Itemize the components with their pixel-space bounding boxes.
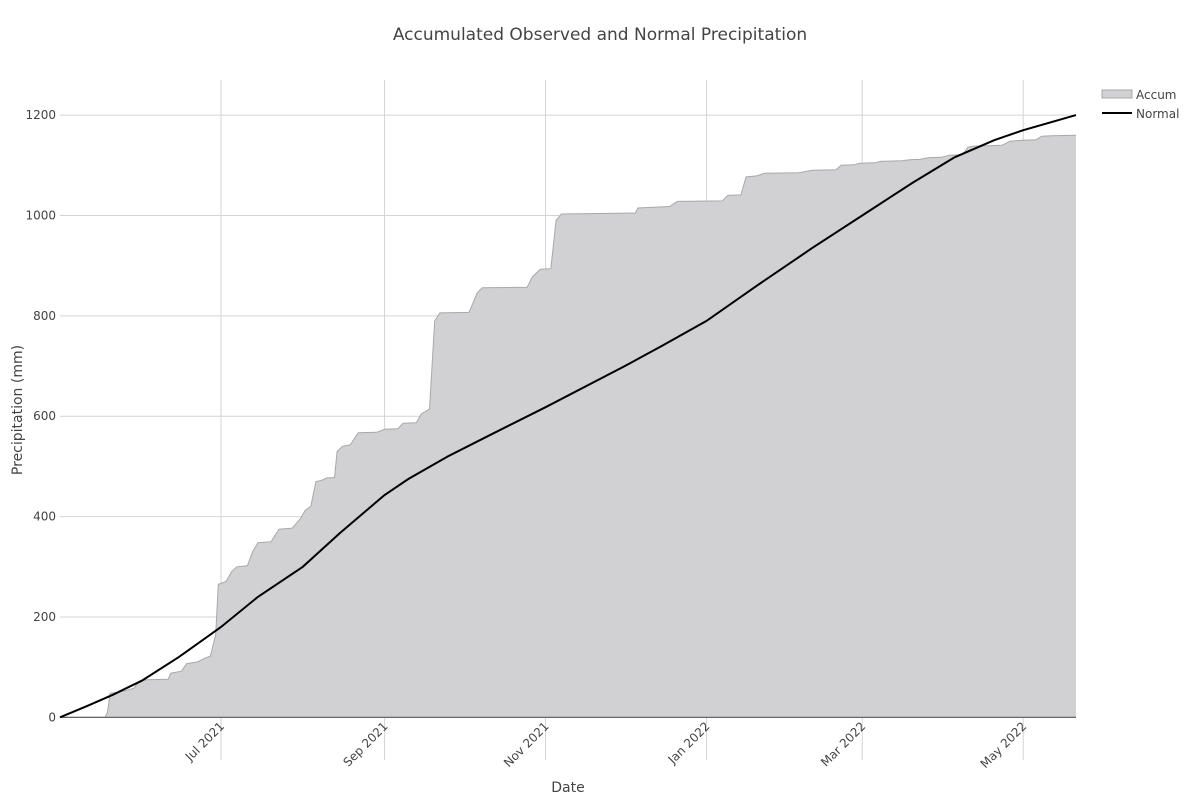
- x-tick-label: Sep 2021: [341, 719, 391, 769]
- y-tick-label: 0: [48, 710, 56, 724]
- accum-area-layer: [60, 134, 1077, 718]
- y-tick-labels: 0 200 400 600 800 1000 1200: [25, 108, 56, 724]
- normal-series-line: [59, 114, 1077, 719]
- x-axis-title: Date: [551, 780, 584, 796]
- y-tick-label: 600: [33, 409, 56, 423]
- y-tick-label: 200: [33, 610, 56, 624]
- y-tick-label: 400: [33, 510, 56, 524]
- y-axis-title: Precipitation (mm): [10, 345, 26, 475]
- x-tick-label: Nov 2021: [501, 719, 552, 770]
- legend-item-accum[interactable]: Accum: [1101, 88, 1177, 102]
- legend-accum-swatch: [1101, 89, 1133, 99]
- x-tick-labels: Jul 2021 Sep 2021 Nov 2021 Jan 2022 Mar 2022…: [182, 719, 1029, 771]
- accum-series-outline: [60, 134, 1077, 718]
- normal-line-layer: [59, 114, 1077, 719]
- y-tick-label: 1000: [25, 208, 56, 222]
- x-tick-label: May 2022: [978, 719, 1030, 771]
- legend-accum-label: Accum: [1136, 88, 1177, 102]
- y-tick-label: 1200: [25, 108, 56, 122]
- accum-area: [60, 135, 1076, 718]
- chart-title: Accumulated Observed and Normal Precipit…: [393, 25, 807, 45]
- y-tick-label: 800: [33, 309, 56, 323]
- x-tick-label: Mar 2022: [818, 719, 868, 769]
- legend[interactable]: Accum Normal: [1101, 88, 1179, 121]
- x-tick-label: Jan 2022: [665, 719, 713, 767]
- legend-normal-label: Normal: [1136, 107, 1179, 121]
- legend-item-normal[interactable]: Normal: [1102, 107, 1179, 121]
- x-tick-label: Jul 2021: [182, 719, 227, 764]
